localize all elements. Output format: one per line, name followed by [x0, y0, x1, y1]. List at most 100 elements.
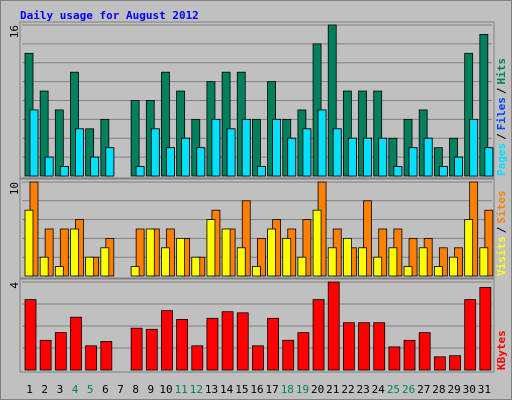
x-tick-label: 28 — [432, 383, 445, 396]
x-tick-label: 24 — [372, 383, 386, 396]
chart-title: Daily usage for August 2012 — [20, 9, 199, 22]
bar — [464, 219, 474, 277]
legend-entry: Files — [495, 97, 508, 130]
bar — [59, 228, 69, 277]
bar — [433, 266, 443, 277]
bar — [181, 137, 191, 177]
bar — [358, 90, 367, 177]
bar — [378, 137, 388, 177]
x-tick-label: 30 — [463, 383, 476, 396]
bar — [257, 237, 266, 277]
bar — [408, 237, 418, 277]
bar — [373, 90, 383, 177]
bar — [449, 355, 461, 371]
x-tick-label: 9 — [148, 383, 155, 396]
legend-separator: / — [495, 226, 508, 233]
bar — [75, 128, 84, 177]
bar — [312, 209, 322, 277]
bar — [130, 327, 143, 371]
bar — [145, 228, 155, 277]
x-tick-label: 8 — [132, 383, 139, 396]
bar — [327, 24, 337, 177]
bar — [373, 256, 383, 277]
bar — [342, 90, 352, 177]
bar — [24, 209, 34, 277]
bar — [257, 166, 266, 177]
x-tick-label: 12 — [190, 383, 203, 396]
x-tick-label: 7 — [117, 383, 124, 396]
x-tick-label: 20 — [311, 383, 324, 396]
legend: Pages / Files / Hits — [495, 58, 508, 176]
bar — [388, 346, 401, 371]
bar — [105, 147, 115, 177]
bar — [347, 137, 357, 177]
x-tick-label: 31 — [478, 383, 491, 396]
legend-entry: KBytes — [495, 330, 508, 370]
bar — [469, 118, 479, 177]
bar — [54, 266, 64, 277]
bar — [342, 237, 352, 277]
bar — [135, 228, 145, 277]
bar — [241, 200, 251, 277]
bar — [454, 156, 463, 177]
x-tick-label: 16 — [250, 383, 263, 396]
bar — [449, 256, 458, 277]
x-tick-label: 22 — [341, 383, 354, 396]
legend: Visits / Sites — [495, 191, 508, 277]
bar — [70, 228, 79, 277]
bar — [150, 128, 160, 177]
x-tick-label: 17 — [266, 383, 279, 396]
x-tick-label: 4 — [72, 383, 79, 396]
bar — [438, 247, 448, 277]
bar — [206, 317, 219, 371]
bar — [312, 299, 325, 371]
x-tick-label: 1 — [26, 383, 33, 396]
bar — [464, 52, 474, 177]
x-tick-label: 5 — [87, 383, 94, 396]
bar — [433, 147, 443, 177]
bar — [211, 118, 221, 177]
bar — [438, 166, 448, 177]
bar — [302, 128, 312, 177]
bar — [29, 109, 39, 177]
bar — [39, 339, 52, 371]
x-tick-label: 10 — [159, 383, 172, 396]
x-tick-label: 29 — [447, 383, 460, 396]
bar — [388, 137, 398, 177]
x-tick-label: 6 — [102, 383, 109, 396]
x-tick-label: 13 — [205, 383, 218, 396]
legend: KBytes — [495, 330, 508, 370]
legend-separator: / — [495, 87, 508, 94]
bar — [479, 287, 492, 371]
bar — [418, 247, 428, 277]
bar — [39, 90, 49, 177]
bar — [252, 266, 261, 277]
x-tick-label: 21 — [326, 383, 339, 396]
bar — [267, 228, 276, 277]
y-tick-label: 4 — [8, 282, 21, 289]
bar — [363, 200, 372, 277]
bar — [252, 118, 261, 177]
legend-entry: Visits — [495, 236, 508, 276]
bar — [161, 71, 170, 177]
x-tick-label: 14 — [220, 383, 234, 396]
bar — [272, 118, 281, 177]
bar — [236, 312, 249, 371]
bar — [176, 90, 186, 177]
bar — [44, 228, 54, 277]
bar — [70, 316, 82, 371]
bar — [479, 34, 489, 177]
x-tick-label: 25 — [387, 383, 400, 396]
bar — [176, 318, 189, 371]
bar — [479, 247, 489, 277]
bar — [130, 100, 140, 177]
bar — [54, 332, 67, 371]
bar — [85, 345, 98, 371]
bar — [221, 71, 231, 177]
bar — [54, 109, 64, 177]
bar — [191, 345, 204, 371]
x-tick-label: 2 — [41, 383, 48, 396]
x-tick-label: 23 — [357, 383, 370, 396]
